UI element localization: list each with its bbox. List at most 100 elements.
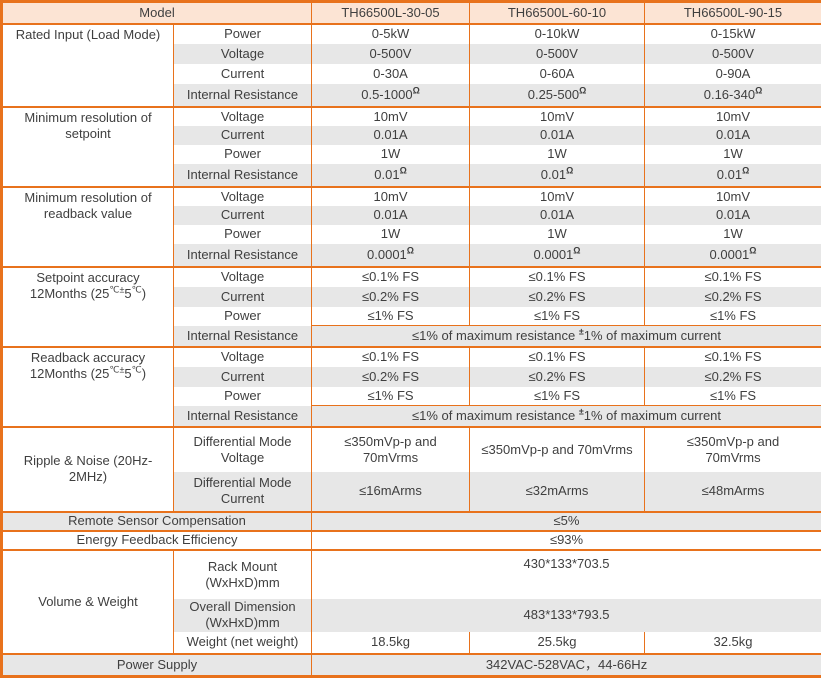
spres-power-value-0: 1W: [311, 144, 471, 164]
model-column-0: TH66500L-30-05: [311, 1, 471, 24]
readback-accuracy-section-label: Readback accuracy 12Months (25℃±5℃): [1, 345, 174, 427]
rated-power-value-1: 0-10kW: [469, 22, 646, 44]
value-text: 0.0001: [709, 246, 750, 262]
spacc-voltage-value-1: ≤0.1% FS: [469, 265, 646, 287]
weight-label: Weight (net weight): [172, 631, 313, 654]
model-column-1: TH66500L-60-10: [469, 1, 646, 24]
ripple-dm-current-value-2: ≤48mArms: [644, 471, 821, 512]
value-text: 0.0001: [533, 246, 574, 262]
spres-resistance-label: Internal Resistance: [172, 163, 313, 187]
label-text: 12Months (25: [29, 365, 110, 381]
rated-resistance-value-1: 0.25-500Ω: [469, 83, 646, 107]
spacc-power-value-1: ≤1% FS: [469, 306, 646, 326]
rbacc-power-value-1: ≤1% FS: [469, 386, 646, 406]
spres-voltage-label: Voltage: [172, 105, 313, 126]
spres-resistance-value-1: 0.01Ω: [469, 163, 646, 187]
spres-power-value-2: 1W: [644, 144, 821, 164]
spres-voltage-value-0: 10mV: [311, 105, 471, 126]
overall-dimension-label: Overall Dimension (WxHxD)mm: [172, 598, 313, 632]
rbacc-power-value-0: ≤1% FS: [311, 386, 471, 406]
spacc-resistance-label: Internal Resistance: [172, 325, 313, 347]
ohm-sup: Ω: [573, 245, 581, 256]
label-line1: Setpoint accuracy: [36, 269, 140, 285]
rated-resistance-value-0: 0.5-1000Ω: [311, 83, 471, 107]
rbres-current-label: Current: [172, 205, 313, 225]
rated-power-value-0: 0-5kW: [311, 22, 471, 44]
energy-feedback-label: Energy Feedback Efficiency: [0, 529, 313, 550]
rated-current-value-1: 0-60A: [469, 63, 646, 84]
value-text: 0.5-1000: [361, 86, 413, 102]
rbres-voltage-label: Voltage: [172, 185, 313, 206]
spres-resistance-value-2: 0.01Ω: [644, 163, 821, 187]
rbres-resistance-value-1: 0.0001Ω: [469, 243, 646, 267]
label-line1: Readback accuracy: [30, 349, 146, 365]
rbres-current-value-2: 0.01A: [644, 205, 821, 225]
ohm-sup: Ω: [412, 85, 420, 96]
spres-current-value-0: 0.01A: [311, 125, 471, 145]
remote-sensor-label: Remote Sensor Compensation: [0, 510, 313, 531]
rbacc-resistance-label: Internal Resistance: [172, 405, 313, 427]
value-text: 0.25-500: [527, 86, 580, 102]
spres-voltage-value-1: 10mV: [469, 105, 646, 126]
rbacc-current-value-0: ≤0.2% FS: [311, 366, 471, 387]
spacc-resistance-value: ≤1% of maximum resistance ±1% of maximum…: [311, 325, 821, 347]
rated-current-label: Current: [172, 63, 313, 84]
degc-sup: ℃: [131, 364, 142, 375]
label-text: ): [141, 285, 147, 301]
ripple-dm-voltage-value-0: ≤350mVp-p and 70mVrms: [311, 425, 471, 472]
weight-value-2: 32.5kg: [644, 631, 821, 654]
rbres-current-value-1: 0.01A: [469, 205, 646, 225]
degc-sup: ℃±: [109, 364, 125, 375]
rated-resistance-label: Internal Resistance: [172, 83, 313, 107]
rbacc-voltage-value-2: ≤0.1% FS: [644, 345, 821, 367]
value-text: 0.01: [540, 166, 567, 182]
overall-dimension-value: 483*133*793.5: [311, 598, 821, 632]
spres-power-value-1: 1W: [469, 144, 646, 164]
degc-sup: ℃±: [109, 284, 125, 295]
spres-current-value-1: 0.01A: [469, 125, 646, 145]
ohm-sup: Ω: [399, 165, 407, 176]
ohm-sup: Ω: [749, 245, 757, 256]
energy-feedback-value: ≤93%: [311, 529, 821, 550]
power-supply-label: Power Supply: [0, 652, 313, 677]
rbacc-power-label: Power: [172, 386, 313, 406]
readback-resolution-section-label: Minimum resolution of readback value: [1, 185, 174, 267]
spres-resistance-value-0: 0.01Ω: [311, 163, 471, 187]
spacc-current-value-2: ≤0.2% FS: [644, 286, 821, 307]
weight-value-1: 25.5kg: [469, 631, 646, 654]
value-text: 1% of maximum current: [583, 327, 722, 343]
rbres-power-value-1: 1W: [469, 224, 646, 244]
ripple-dm-current-label: Differential Mode Current: [172, 471, 313, 512]
rated-power-label: Power: [172, 22, 313, 44]
weight-value-0: 18.5kg: [311, 631, 471, 654]
spres-power-label: Power: [172, 144, 313, 164]
spacc-power-label: Power: [172, 306, 313, 326]
model-header-cell: Model: [0, 1, 313, 24]
degc-sup: ℃: [131, 284, 142, 295]
rbacc-voltage-value-1: ≤0.1% FS: [469, 345, 646, 367]
ohm-sup: Ω: [742, 165, 750, 176]
rbres-resistance-value-2: 0.0001Ω: [644, 243, 821, 267]
spacc-power-value-0: ≤1% FS: [311, 306, 471, 326]
setpoint-resolution-section-label: Minimum resolution of setpoint: [1, 105, 174, 187]
spacc-voltage-label: Voltage: [172, 265, 313, 287]
rated-current-value-0: 0-30A: [311, 63, 471, 84]
spres-current-label: Current: [172, 125, 313, 145]
rated-voltage-value-2: 0-500V: [644, 43, 821, 64]
ohm-sup: Ω: [566, 165, 574, 176]
remote-sensor-value: ≤5%: [311, 510, 821, 531]
rbacc-current-value-1: ≤0.2% FS: [469, 366, 646, 387]
value-text: 0.0001: [367, 246, 407, 262]
value-text: 0.16-340: [703, 86, 756, 102]
ripple-dm-current-value-0: ≤16mArms: [311, 471, 471, 512]
spacc-current-value-1: ≤0.2% FS: [469, 286, 646, 307]
ohm-sup: Ω: [579, 85, 587, 96]
rbres-current-value-0: 0.01A: [311, 205, 471, 225]
label-line2: 12Months (25℃±5℃): [6, 284, 170, 302]
rated-voltage-value-0: 0-500V: [311, 43, 471, 64]
label-line2: 12Months (25℃±5℃): [6, 364, 170, 382]
ohm-sup: Ω: [406, 245, 414, 256]
rated-resistance-value-2: 0.16-340Ω: [644, 83, 821, 107]
spacc-voltage-value-2: ≤0.1% FS: [644, 265, 821, 287]
